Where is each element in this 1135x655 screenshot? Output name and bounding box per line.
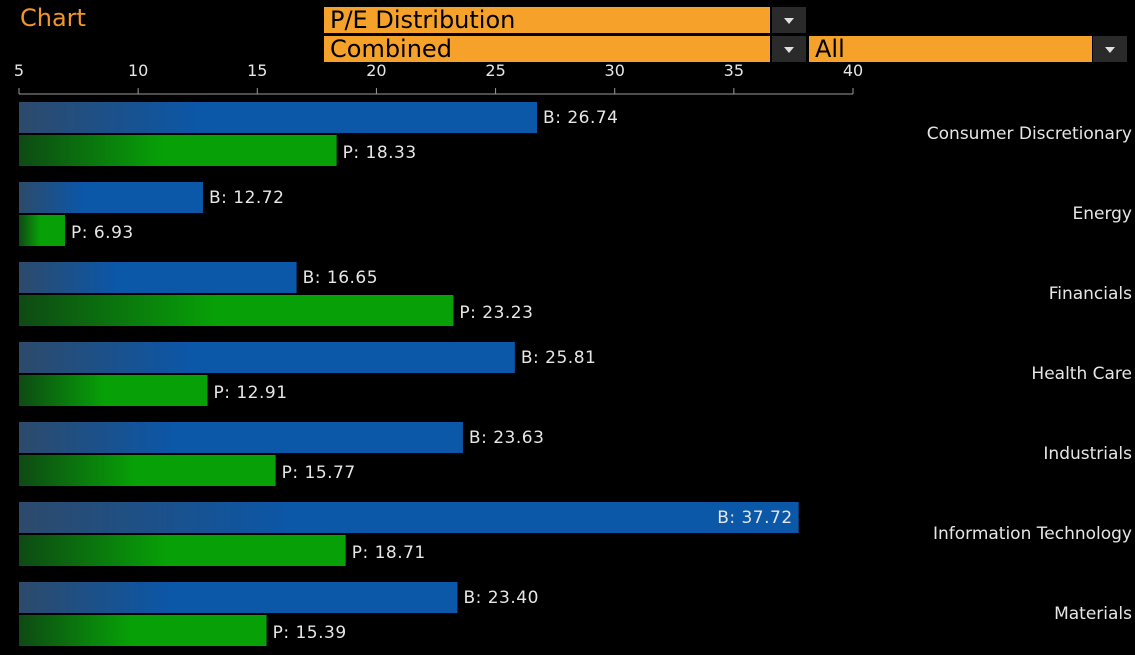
category-label: Information Technology — [933, 524, 1132, 544]
bar-b — [19, 182, 203, 213]
x-tick-label: 5 — [14, 61, 24, 80]
category-label: Industrials — [1043, 444, 1132, 464]
bar-p — [19, 455, 276, 486]
data-label-p: P: 18.33 — [343, 143, 417, 163]
metric-dropdown[interactable]: P/E Distribution — [324, 7, 770, 33]
bar-b — [19, 102, 538, 133]
mode-dropdown-chevron-icon[interactable] — [772, 36, 806, 62]
data-label-p: P: 18.71 — [352, 543, 426, 563]
bar-p — [19, 135, 337, 166]
x-tick-label: 30 — [605, 61, 625, 80]
x-tick-label: 20 — [366, 61, 386, 80]
bar-b — [19, 422, 463, 453]
data-label-p: P: 12.91 — [213, 383, 287, 403]
category-label: Consumer Discretionary — [927, 124, 1132, 144]
filter-dropdown[interactable]: All — [809, 36, 1092, 62]
metric-dropdown-chevron-icon[interactable] — [772, 7, 806, 33]
bar-b — [19, 502, 799, 533]
data-label-b: B: 23.40 — [463, 588, 538, 608]
data-label-p: P: 15.77 — [282, 463, 356, 483]
bar-p — [19, 615, 267, 646]
category-label: Financials — [1049, 284, 1132, 304]
data-label-p: P: 23.23 — [459, 303, 533, 323]
panel-title: Chart — [20, 4, 86, 32]
data-label-b: B: 23.63 — [469, 428, 544, 448]
data-label-p: P: 6.93 — [71, 223, 134, 243]
bar-b — [19, 342, 515, 373]
data-label-p: P: 15.39 — [273, 623, 347, 643]
filter-dropdown-chevron-icon[interactable] — [1093, 36, 1127, 62]
x-tick-label: 15 — [247, 61, 267, 80]
x-tick-label: 40 — [843, 61, 863, 80]
data-label-b: B: 37.72 — [717, 508, 792, 528]
bar-p — [19, 295, 454, 326]
mode-dropdown[interactable]: Combined — [324, 36, 770, 62]
x-tick-label: 35 — [724, 61, 744, 80]
category-label: Health Care — [1031, 364, 1132, 384]
bar-p — [19, 535, 346, 566]
category-label: Energy — [1072, 204, 1132, 224]
data-label-b: B: 25.81 — [521, 348, 596, 368]
bar-p — [19, 375, 208, 406]
category-label: Materials — [1054, 604, 1132, 624]
data-label-b: B: 16.65 — [303, 268, 378, 288]
data-label-b: B: 26.74 — [543, 108, 618, 128]
bar-p — [19, 215, 65, 246]
x-tick-label: 25 — [485, 61, 505, 80]
x-tick-label: 10 — [128, 61, 148, 80]
bar-b — [19, 582, 458, 613]
data-label-b: B: 12.72 — [209, 188, 284, 208]
bar-b — [19, 262, 297, 293]
